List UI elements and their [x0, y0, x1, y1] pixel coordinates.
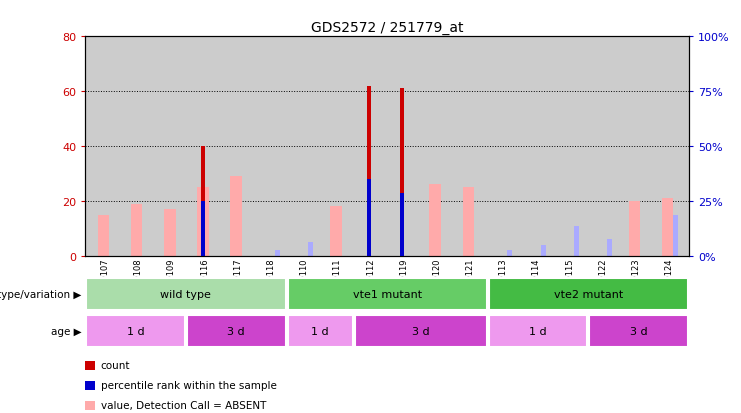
Text: count: count: [101, 361, 130, 370]
Bar: [230, 177, 242, 256]
Bar: [489, 278, 688, 310]
Bar: [662, 199, 674, 256]
Bar: [131, 204, 142, 256]
Bar: [201, 201, 205, 256]
Bar: [288, 316, 353, 347]
Bar: [628, 201, 640, 256]
Text: 1 d: 1 d: [311, 326, 329, 337]
Bar: [367, 86, 371, 256]
Bar: [367, 179, 371, 256]
Bar: [308, 242, 313, 256]
Bar: [508, 251, 513, 256]
Bar: [86, 316, 185, 347]
Bar: [462, 188, 474, 256]
Bar: [674, 215, 678, 256]
Bar: [430, 185, 441, 256]
Bar: [541, 245, 545, 256]
Bar: [400, 193, 404, 256]
Text: value, Detection Call = ABSENT: value, Detection Call = ABSENT: [101, 400, 266, 410]
Bar: [187, 316, 285, 347]
Text: genotype/variation ▶: genotype/variation ▶: [0, 289, 82, 299]
Text: 3 d: 3 d: [227, 326, 245, 337]
Text: age ▶: age ▶: [51, 326, 82, 337]
Text: vte2 mutant: vte2 mutant: [554, 289, 623, 299]
Bar: [355, 316, 487, 347]
Bar: [201, 147, 205, 256]
Text: vte1 mutant: vte1 mutant: [353, 289, 422, 299]
Bar: [590, 316, 688, 347]
Text: 3 d: 3 d: [412, 326, 430, 337]
Text: percentile rank within the sample: percentile rank within the sample: [101, 380, 276, 390]
Bar: [275, 251, 280, 256]
Bar: [400, 89, 404, 256]
Title: GDS2572 / 251779_at: GDS2572 / 251779_at: [311, 21, 463, 35]
Bar: [574, 226, 579, 256]
Text: wild type: wild type: [161, 289, 211, 299]
Bar: [98, 215, 109, 256]
Bar: [330, 207, 342, 256]
Text: 1 d: 1 d: [529, 326, 547, 337]
Text: 3 d: 3 d: [630, 326, 648, 337]
Bar: [164, 209, 176, 256]
Bar: [489, 316, 588, 347]
Text: 1 d: 1 d: [127, 326, 144, 337]
Bar: [288, 278, 487, 310]
Bar: [197, 188, 209, 256]
Bar: [607, 240, 612, 256]
Bar: [86, 278, 285, 310]
